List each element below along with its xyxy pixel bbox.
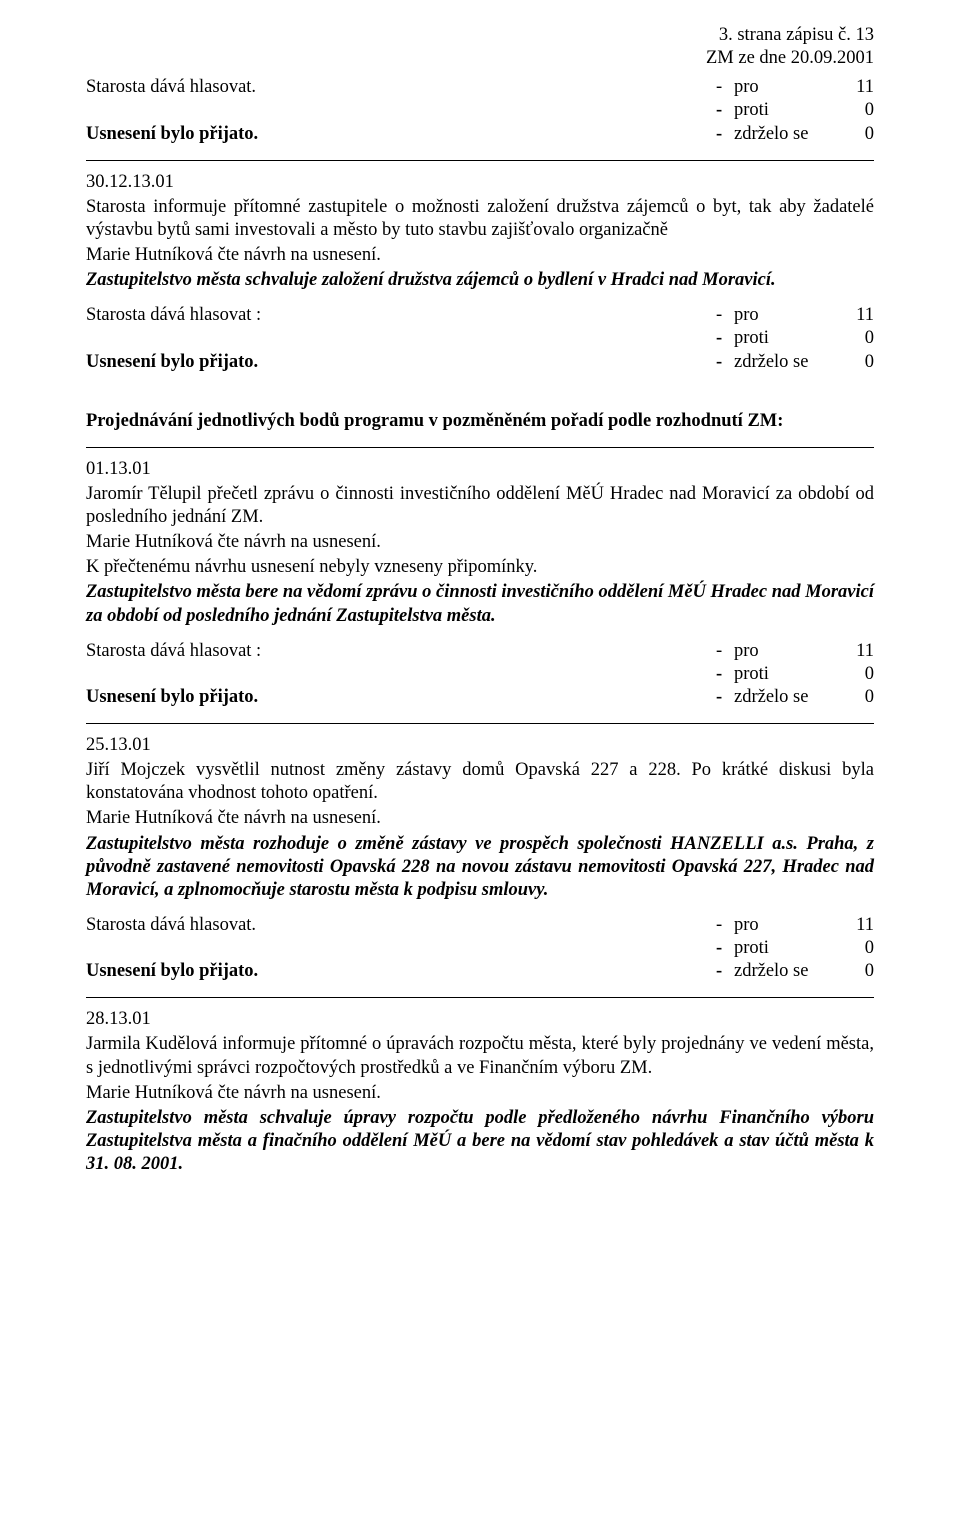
separator (86, 723, 874, 724)
vote-accepted: Usnesení bylo přijato. (86, 123, 258, 146)
vote-zdrzelo-val: 0 (844, 123, 874, 146)
item-number: 28.13.01 (86, 1008, 874, 1031)
item-resolution: Zastupitelstvo města rozhoduje o změně z… (86, 833, 874, 902)
item-body: Jiří Mojczek vysvětlil nutnost změny zás… (86, 759, 874, 805)
item-read: Marie Hutníková čte návrh na usnesení. (86, 244, 874, 267)
vote-pro-label: pro (734, 76, 844, 99)
vote-accepted: Usnesení bylo přijato. (86, 686, 258, 709)
item-resolution: Zastupitelstvo města schvaluje založení … (86, 269, 874, 292)
item-number: 25.13.01 (86, 734, 874, 757)
item-number: 01.13.01 (86, 458, 874, 481)
item-resolution: Zastupitelstvo města bere na vědomí zprá… (86, 581, 874, 627)
vote-zdrzelo-label: zdrželo se (734, 123, 844, 146)
item-resolution: Zastupitelstvo města schvaluje úpravy ro… (86, 1107, 874, 1176)
vote-pro-val: 11 (844, 76, 874, 99)
item-noobj: K přečtenému návrhu usnesení nebyly vzne… (86, 556, 874, 579)
item-body: Starosta informuje přítomné zastupitele … (86, 196, 874, 242)
vote-proti-val: 0 (844, 99, 874, 122)
separator (86, 160, 874, 161)
item-body: Jaromír Tělupil přečetl zprávu o činnost… (86, 483, 874, 529)
item-read: Marie Hutníková čte návrh na usnesení. (86, 1082, 874, 1105)
vote-block-4: Starosta dává hlasovat. -pro11 -proti0 U… (86, 914, 874, 983)
vote-accepted: Usnesení bylo přijato. (86, 960, 258, 983)
vote-left-text: Starosta dává hlasovat : (86, 640, 261, 663)
header-date-line: ZM ze dne 20.09.2001 (86, 47, 874, 70)
vote-left-text: Starosta dává hlasovat. (86, 914, 256, 937)
item-body: Jarmila Kudělová informuje přítomné o úp… (86, 1033, 874, 1079)
vote-proti-label: proti (734, 99, 844, 122)
page-header: 3. strana zápisu č. 13 ZM ze dne 20.09.2… (86, 24, 874, 70)
item-read: Marie Hutníková čte návrh na usnesení. (86, 531, 874, 554)
main-heading: Projednávání jednotlivých bodů programu … (86, 410, 874, 433)
vote-block-3: Starosta dává hlasovat : -pro11 -proti0 … (86, 640, 874, 709)
vote-left-text: Starosta dává hlasovat : (86, 304, 261, 327)
vote-left-text: Starosta dává hlasovat. (86, 76, 256, 99)
item-number: 30.12.13.01 (86, 171, 874, 194)
item-read: Marie Hutníková čte návrh na usnesení. (86, 807, 874, 830)
vote-block-1: Starosta dává hlasovat. -pro11 -proti0 U… (86, 76, 874, 145)
vote-accepted: Usnesení bylo přijato. (86, 351, 258, 374)
vote-block-2: Starosta dává hlasovat : -pro11 -proti0 … (86, 304, 874, 373)
separator (86, 997, 874, 998)
separator (86, 447, 874, 448)
header-page-line: 3. strana zápisu č. 13 (86, 24, 874, 47)
